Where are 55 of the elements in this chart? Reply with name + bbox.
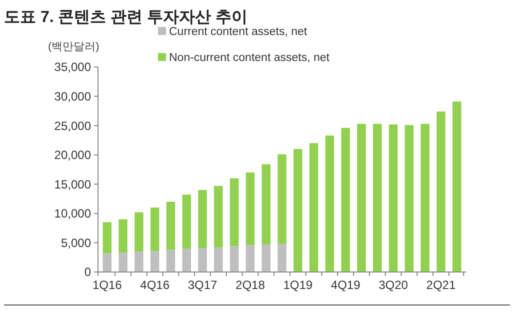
- x-tick-label: 1Q19: [283, 278, 313, 292]
- bar: [166, 202, 176, 250]
- bar: [118, 219, 128, 253]
- bar: [118, 252, 128, 272]
- y-axis-title: (백만달러): [48, 41, 100, 53]
- bar: [214, 186, 223, 248]
- y-tick-label: 10,000: [54, 206, 92, 221]
- bar: [436, 112, 446, 272]
- x-tick-label: 3Q17: [188, 278, 218, 292]
- bar: [294, 149, 302, 272]
- bar: [357, 124, 366, 272]
- legend-label: Non-current content assets, net: [169, 52, 330, 64]
- x-tick-label: 4Q19: [330, 278, 361, 292]
- bar: [102, 253, 112, 272]
- y-tick-label: 5,000: [60, 236, 92, 250]
- bar: [198, 248, 207, 272]
- bar: [246, 172, 255, 246]
- bar: [134, 212, 144, 252]
- bar: [230, 178, 239, 246]
- bar: [198, 190, 207, 248]
- bar: [420, 124, 430, 272]
- bar: [341, 128, 350, 272]
- y-tick-label: 35,000: [54, 60, 92, 74]
- y-tick-label: 20,000: [54, 148, 92, 162]
- y-tick-label: 0: [84, 265, 92, 280]
- y-tick-label: 15,000: [54, 177, 92, 192]
- bar: [182, 194, 191, 249]
- bar: [134, 252, 144, 272]
- bar: [182, 248, 191, 272]
- legend-label: Current content assets, net: [169, 26, 308, 38]
- bar: [278, 244, 286, 272]
- bar: [262, 164, 270, 244]
- bar: [230, 246, 239, 272]
- bar: [150, 250, 160, 272]
- bar: [452, 102, 462, 272]
- chart-title: 도표 7. 콘텐츠 관련 투자자산 추이: [4, 9, 248, 26]
- bar: [262, 244, 270, 272]
- bar: [102, 222, 112, 254]
- bar: [214, 247, 223, 272]
- bar: [309, 143, 318, 272]
- x-tick-label: 2Q21: [426, 278, 456, 292]
- bar: [166, 250, 176, 272]
- y-tick-label: 25,000: [54, 118, 92, 133]
- x-tick-label: 1Q16: [92, 278, 122, 292]
- bar: [325, 136, 334, 272]
- bar: [388, 124, 398, 272]
- bar: [373, 124, 382, 272]
- bar: [404, 124, 414, 272]
- bar: [150, 208, 160, 251]
- bar: [246, 245, 255, 272]
- y-tick-label: 30,000: [54, 89, 92, 104]
- x-tick-label: 2Q18: [236, 278, 266, 292]
- x-tick-label: 3Q20: [378, 278, 408, 292]
- bar: [278, 154, 286, 244]
- x-tick-label: 4Q16: [140, 278, 170, 292]
